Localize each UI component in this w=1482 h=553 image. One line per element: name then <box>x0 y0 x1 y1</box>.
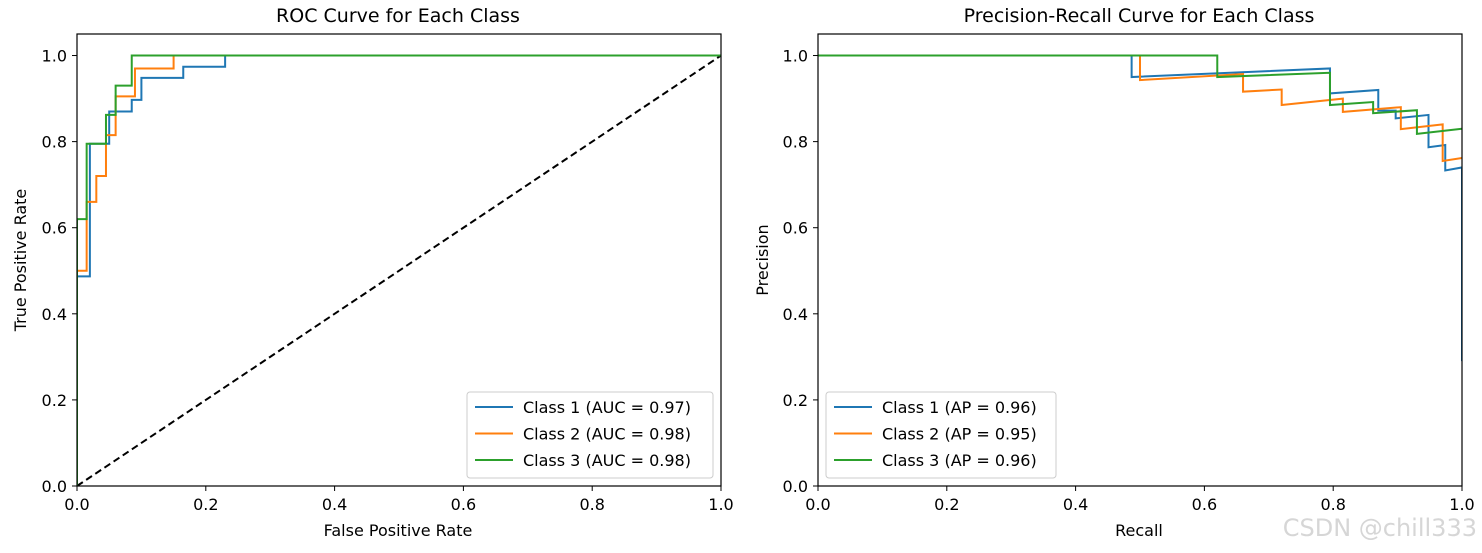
roc-x-tick-label: 0.8 <box>579 495 604 514</box>
pr-chart-title: Precision-Recall Curve for Each Class <box>964 5 1315 27</box>
pr-legend-label-class-3: Class 3 (AP = 0.96) <box>882 451 1037 470</box>
roc-legend: Class 1 (AUC = 0.97) Class 2 (AUC = 0.98)… <box>466 391 714 479</box>
pr-legend-label-class-1: Class 1 (AP = 0.96) <box>882 398 1037 417</box>
roc-y-tick-label: 0.6 <box>42 219 67 238</box>
pr-legend-box <box>825 391 1057 479</box>
pr-x-tick-label: 0.0 <box>805 495 830 514</box>
roc-legend-box <box>466 391 714 479</box>
pr-series-line-class-3 <box>818 54 1462 135</box>
pr-series-line-class-1 <box>818 54 1462 362</box>
roc-legend-label-class-2: Class 2 (AUC = 0.98) <box>523 425 691 444</box>
pr-y-tick-label: 0.2 <box>783 391 808 410</box>
roc-y-tick-label: 0.2 <box>42 391 67 410</box>
pr-x-tick-label: 0.6 <box>1192 495 1217 514</box>
roc-y-tick-label: 0.0 <box>42 477 67 496</box>
roc-chart: ROC Curve for Each Class False Positive … <box>11 5 734 540</box>
roc-x-tick-label: 0.2 <box>193 495 218 514</box>
pr-y-tick-label: 1.0 <box>783 47 808 66</box>
pr-x-tick-label: 0.2 <box>934 495 959 514</box>
roc-y-tick-label: 0.4 <box>42 305 67 324</box>
pr-x-tick-label: 1.0 <box>1449 495 1474 514</box>
roc-chart-title: ROC Curve for Each Class <box>276 5 520 27</box>
pr-legend-label-class-2: Class 2 (AP = 0.95) <box>882 425 1037 444</box>
roc-x-tick-label: 0.6 <box>451 495 476 514</box>
roc-x-tick-label: 0.4 <box>322 495 347 514</box>
roc-plot-area <box>77 54 721 486</box>
roc-legend-label-class-3: Class 3 (AUC = 0.98) <box>523 451 691 470</box>
watermark: CSDN @chill333 <box>1283 514 1477 542</box>
roc-y-axis-label: True Positive Rate <box>11 189 30 333</box>
roc-legend-label-class-1: Class 1 (AUC = 0.97) <box>523 398 691 417</box>
roc-y-tick-label: 1.0 <box>42 47 67 66</box>
pr-plot-area <box>818 54 1462 362</box>
pr-axes-frame <box>817 33 1463 487</box>
roc-x-tick-label: 0.0 <box>64 495 89 514</box>
roc-x-axis-label: False Positive Rate <box>324 521 473 540</box>
pr-y-tick-label: 0.6 <box>783 219 808 238</box>
roc-series-line-class-1 <box>77 54 721 486</box>
roc-axes-frame <box>76 33 722 487</box>
pr-y-tick-label: 0.4 <box>783 305 808 324</box>
pr-x-axis-label: Recall <box>1115 521 1163 540</box>
roc-x-tick-label: 1.0 <box>708 495 733 514</box>
pr-series-line-class-2 <box>818 54 1462 163</box>
roc-series-line-class-3 <box>77 54 721 486</box>
pr-y-axis-label: Precision <box>753 224 772 295</box>
pr-x-tick-label: 0.4 <box>1063 495 1088 514</box>
pr-x-tick-label: 0.8 <box>1320 495 1345 514</box>
pr-ticks: 0.0 0.2 0.4 0.6 0.8 1.0 0.0 0.2 0.4 0.6 0.8 1.0 <box>783 47 1475 514</box>
pr-legend: Class 1 (AP = 0.96) Class 2 (AP = 0.95) Cl… <box>825 391 1057 479</box>
pr-chart: Precision-Recall Curve for Each Class Re… <box>753 5 1475 540</box>
pr-y-tick-label: 0.0 <box>783 477 808 496</box>
pr-y-tick-label: 0.8 <box>783 133 808 152</box>
roc-y-tick-label: 0.8 <box>42 133 67 152</box>
roc-ticks: 0.0 0.2 0.4 0.6 0.8 1.0 0.0 0.2 0.4 0.6 0.8 1.0 <box>42 47 734 514</box>
roc-chance-diagonal-line <box>77 54 721 486</box>
